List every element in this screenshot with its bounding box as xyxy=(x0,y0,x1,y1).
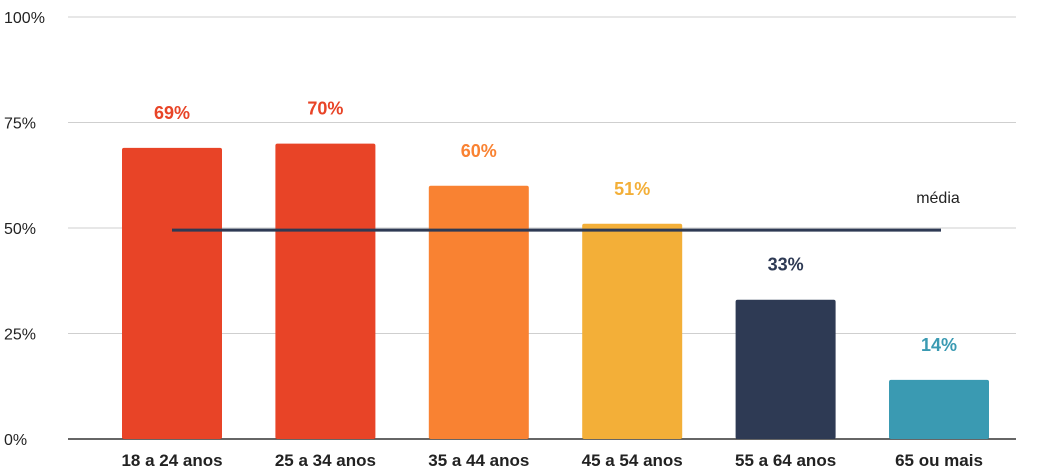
bar xyxy=(428,185,529,439)
x-tick-label: 45 a 54 anos xyxy=(582,451,683,470)
data-labels: 69% 70% 60% 51% 33% 14% xyxy=(154,99,957,355)
y-axis-ticks: 0% 25% 50% 75% 100% xyxy=(4,10,45,449)
average-label: média xyxy=(916,190,960,207)
y-tick-label: 75% xyxy=(4,116,36,133)
bars xyxy=(122,143,989,439)
data-label: 60% xyxy=(461,141,497,161)
bar xyxy=(889,379,989,439)
data-label: 69% xyxy=(154,103,190,123)
x-tick-label: 65 ou mais xyxy=(895,451,983,470)
x-tick-label: 18 a 24 anos xyxy=(121,451,222,470)
bar xyxy=(122,147,222,439)
data-label: 70% xyxy=(307,99,343,119)
bar xyxy=(275,143,376,439)
y-tick-label: 100% xyxy=(4,10,45,27)
average-reference: média xyxy=(172,190,960,232)
data-label: 51% xyxy=(614,179,650,199)
gridlines xyxy=(68,16,1016,440)
y-tick-label: 0% xyxy=(4,432,27,449)
x-axis-ticks: 18 a 24 anos 25 a 34 anos 35 a 44 anos 45 a… xyxy=(121,451,983,470)
data-label: 14% xyxy=(921,335,957,355)
data-label: 33% xyxy=(768,255,804,275)
x-tick-label: 55 a 64 anos xyxy=(735,451,836,470)
x-tick-label: 35 a 44 anos xyxy=(428,451,529,470)
y-tick-label: 25% xyxy=(4,327,36,344)
bar xyxy=(582,223,683,439)
x-tick-label: 25 a 34 anos xyxy=(275,451,376,470)
bar xyxy=(735,299,836,439)
y-tick-label: 50% xyxy=(4,221,36,238)
